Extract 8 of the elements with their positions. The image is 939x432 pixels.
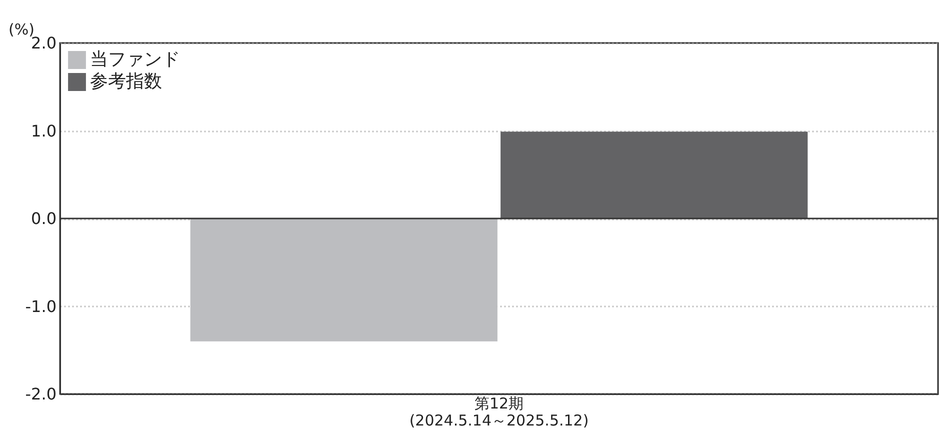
y-tick-label: -1.0	[25, 296, 56, 316]
y-tick-label: -2.0	[25, 384, 56, 404]
y-tick-label: 0.0	[31, 209, 56, 228]
legend-label: 当ファンド	[90, 49, 180, 70]
legend-label: 参考指数	[90, 71, 162, 92]
x-tick-label: 第12期 (2024.5.14～2025.5.12)	[409, 394, 589, 430]
y-tick-label: 1.0	[31, 121, 56, 140]
y-tick-label: 2.0	[31, 34, 56, 52]
